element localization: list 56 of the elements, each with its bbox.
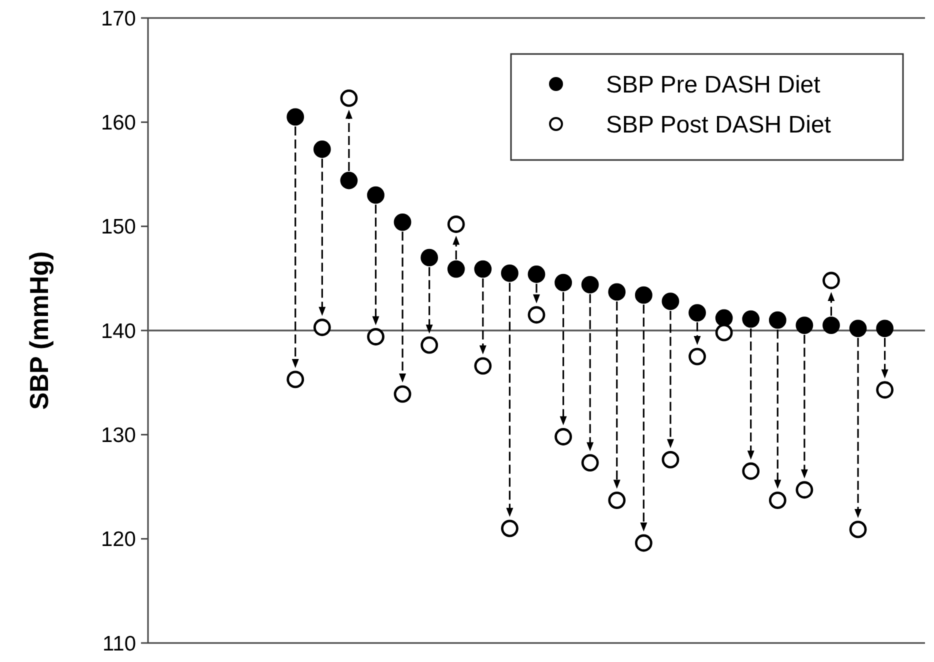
point xyxy=(501,520,518,538)
point xyxy=(876,320,894,338)
point xyxy=(420,248,438,266)
point xyxy=(474,260,492,278)
y-tick-label: 130 xyxy=(100,424,136,448)
point xyxy=(849,320,867,338)
point xyxy=(474,357,492,375)
point xyxy=(876,381,894,399)
point xyxy=(608,492,626,509)
point xyxy=(581,276,599,294)
point xyxy=(340,90,358,107)
point xyxy=(688,304,706,322)
point xyxy=(688,348,706,366)
point xyxy=(394,213,412,231)
point xyxy=(662,450,680,468)
point xyxy=(581,454,599,472)
y-axis-title: SBP (mmHg) xyxy=(24,251,54,410)
point xyxy=(286,108,304,126)
y-tick-label: 110 xyxy=(102,632,136,656)
point xyxy=(796,316,814,334)
point xyxy=(662,292,680,310)
legend-label: SBP Pre DASH Diet xyxy=(606,71,821,98)
point xyxy=(394,385,412,403)
point xyxy=(822,272,840,290)
y-tick-label: 160 xyxy=(100,112,136,135)
point xyxy=(796,481,814,499)
point xyxy=(313,140,331,158)
point xyxy=(286,370,304,388)
point xyxy=(742,462,760,480)
point xyxy=(528,266,546,283)
point xyxy=(554,428,572,446)
point xyxy=(849,520,867,538)
y-tick-label: 150 xyxy=(100,216,136,239)
point xyxy=(528,306,546,324)
legend-label: SBP Post DASH Diet xyxy=(606,111,832,138)
point xyxy=(822,316,840,334)
point xyxy=(367,328,384,346)
y-tick-label: 140 xyxy=(100,320,136,343)
point xyxy=(313,318,331,336)
point xyxy=(420,336,438,354)
point xyxy=(768,492,786,509)
point xyxy=(742,310,760,328)
point xyxy=(447,260,465,278)
point xyxy=(715,309,733,327)
point xyxy=(608,283,626,301)
point xyxy=(715,324,733,342)
point xyxy=(554,274,572,292)
point xyxy=(634,534,652,552)
y-tick-label: 170 xyxy=(100,7,136,30)
point xyxy=(367,186,384,204)
y-tick-label: 120 xyxy=(100,528,136,552)
point xyxy=(768,311,786,329)
point xyxy=(501,264,518,282)
point xyxy=(340,172,358,190)
point xyxy=(634,286,652,304)
point xyxy=(447,216,465,233)
